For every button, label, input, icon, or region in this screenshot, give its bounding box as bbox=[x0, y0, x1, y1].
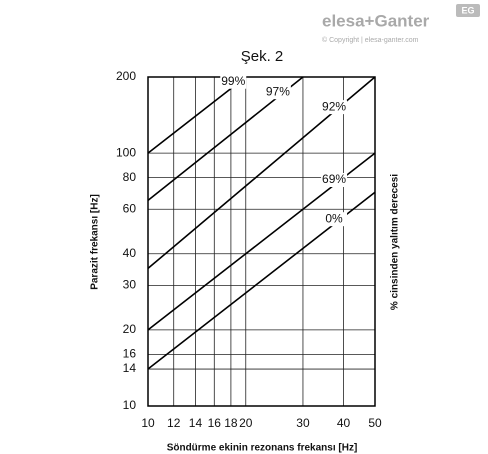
plot-frame bbox=[147, 76, 376, 407]
series-label-bg bbox=[264, 85, 291, 100]
series-label-bg bbox=[321, 212, 348, 227]
y-axis-label: Parazit frekansı [Hz] bbox=[90, 194, 101, 290]
x-axis-label: Söndürme ekinin rezonans frekansı [Hz] bbox=[167, 443, 358, 454]
series-line bbox=[147, 76, 247, 154]
series-label-bg bbox=[220, 74, 247, 89]
y-tick-label: 100 bbox=[116, 145, 136, 159]
series-label: 97% bbox=[266, 84, 290, 98]
y-tick-label: 80 bbox=[123, 170, 137, 184]
y2-axis-label: % cinsinden yalıtım derecesi bbox=[390, 174, 401, 310]
y-tick-label: 40 bbox=[123, 246, 137, 260]
chart-title: Şek. 2 bbox=[241, 48, 284, 65]
series-label: 69% bbox=[322, 172, 346, 186]
y-tick-label: 10 bbox=[123, 398, 137, 412]
y-tick-label: 20 bbox=[123, 322, 137, 336]
x-tick-label: 40 bbox=[337, 416, 351, 430]
series-label: 99% bbox=[221, 74, 245, 88]
brand-badge: EG bbox=[461, 5, 474, 15]
x-tick-label: 50 bbox=[368, 416, 382, 430]
brand-copyright: © Copyright | elesa-ganter.com bbox=[322, 36, 419, 44]
brand-badge-box bbox=[456, 4, 480, 17]
series-label-bg bbox=[321, 100, 348, 115]
y-tick-label: 60 bbox=[123, 201, 137, 215]
x-tick-label: 14 bbox=[189, 416, 203, 430]
series-label: 0% bbox=[325, 211, 343, 225]
brand-name: elesa+Ganter bbox=[322, 11, 430, 30]
x-tick-label: 16 bbox=[208, 416, 222, 430]
y-tick-label: 200 bbox=[116, 69, 136, 83]
x-tick-label: 10 bbox=[141, 416, 155, 430]
x-tick-label: 12 bbox=[167, 416, 181, 430]
series-label-bg bbox=[321, 173, 348, 188]
y-tick-label: 30 bbox=[123, 278, 137, 292]
y-tick-label: 16 bbox=[123, 347, 137, 361]
x-tick-label: 18 bbox=[224, 416, 238, 430]
x-tick-label: 30 bbox=[296, 416, 310, 430]
series-label: 92% bbox=[322, 99, 346, 113]
y-tick-label: 14 bbox=[123, 361, 137, 375]
x-tick-label: 20 bbox=[239, 416, 253, 430]
